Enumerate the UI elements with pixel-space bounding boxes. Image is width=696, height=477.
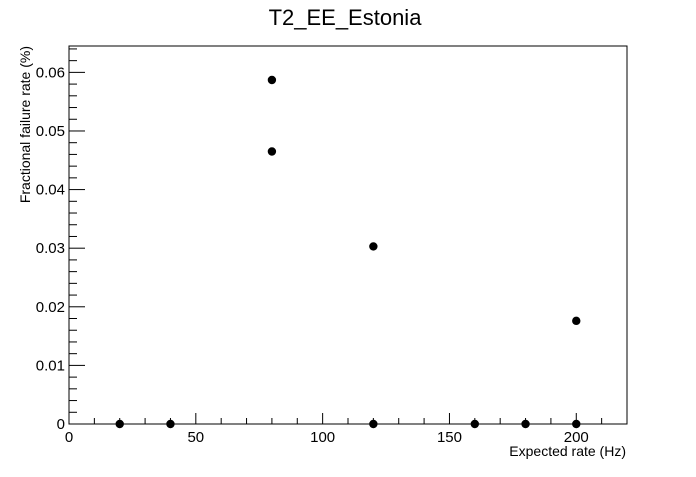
y-tick-label: 0.05 [36, 123, 65, 140]
y-tick-label: 0.04 [36, 182, 65, 199]
data-point [267, 147, 277, 156]
data-point [369, 419, 378, 429]
x-tick-label: 0 [65, 429, 73, 446]
data-point [115, 419, 124, 429]
data-point [572, 316, 581, 326]
chart-title: T2_EE_Estonia [269, 5, 423, 30]
data-point [166, 419, 175, 429]
x-axis-title: Expected rate (Hz) [509, 443, 626, 459]
x-tick-label: 200 [564, 429, 589, 446]
data-point [267, 75, 277, 85]
y-axis: 0 0.01 0.02 0.03 0.04 0.05 0.06 [36, 48, 85, 433]
x-tick-label: 150 [437, 429, 462, 446]
y-tick-label: 0 [57, 416, 65, 433]
x-axis: 0 50 100 150 200 [65, 413, 628, 446]
plot-frame [68, 45, 628, 425]
x-tick-label: 100 [310, 429, 335, 446]
data-point [521, 419, 530, 429]
data-point [470, 419, 480, 429]
data-point [369, 242, 378, 251]
data-point [572, 419, 581, 429]
x-tick-label: 50 [187, 429, 204, 446]
data-points [115, 75, 581, 429]
y-tick-label: 0.03 [36, 240, 65, 257]
y-tick-label: 0.06 [36, 64, 65, 81]
y-axis-title: Fractional failure rate (%) [17, 46, 33, 203]
y-tick-label: 0.01 [36, 357, 65, 374]
y-tick-label: 0.02 [36, 299, 65, 316]
